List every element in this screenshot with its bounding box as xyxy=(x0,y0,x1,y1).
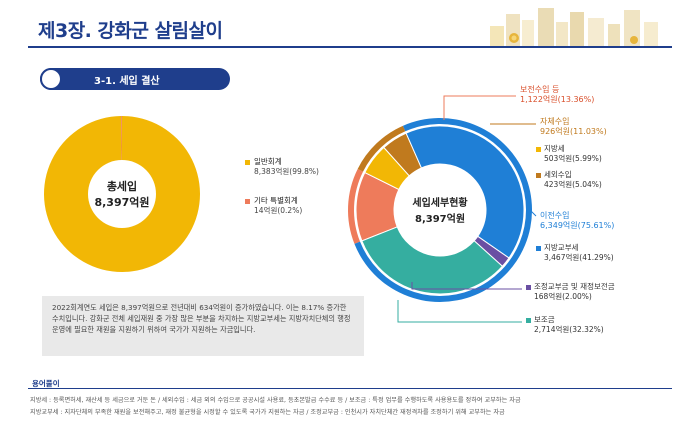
value-grant-tax: 3,467억원(41.29%) xyxy=(544,253,614,262)
legend-dot-nontax xyxy=(536,173,541,178)
title-rule xyxy=(28,46,672,48)
leader-adjust xyxy=(411,282,522,290)
pie1-center-title: 총세입 xyxy=(107,179,137,193)
donut-outer-0 xyxy=(348,168,364,244)
label-grant-tax: 지방교부세 xyxy=(544,243,579,252)
donut-center-title: 세입세부현황 xyxy=(412,196,468,209)
summary-text: 2022회계연도 세입은 8,397억원으로 전년대비 634억원이 증가하였습… xyxy=(42,296,364,356)
donut-center-value: 8,397억원 xyxy=(415,212,465,225)
legend-special-value: 14억원(0.2%) xyxy=(254,206,303,215)
pie1-center-value: 8,397억원 xyxy=(94,195,149,209)
legend-general-label: 일반회계 xyxy=(254,157,282,166)
glossary-line-1: 지방세 : 등록면허세, 재산세 등 세금으로 거둔 돈 / 세외수입 : 세금… xyxy=(30,397,521,404)
legend-dot-general xyxy=(245,160,250,165)
value-nontax: 423억원(5.04%) xyxy=(544,180,602,189)
label-adjust: 조정교부금 및 재정보전금 xyxy=(534,282,615,291)
value-transfer: 6,349억원(75.61%) xyxy=(540,221,615,230)
donut-outer-1 xyxy=(357,125,406,172)
pie1-center-hole xyxy=(88,160,156,228)
legend-dot-grant-tax xyxy=(536,246,541,251)
glossary-rule xyxy=(28,388,672,389)
leader-subsidy xyxy=(397,300,522,323)
legend-dot-adjust xyxy=(526,285,531,290)
city-skyline-illustration xyxy=(490,8,658,46)
glossary-line-2: 지방교부세 : 지자단체의 부족한 재원을 보전해주고, 재정 불균형을 시정할… xyxy=(30,409,505,416)
glossary-heading: 용어풀이 xyxy=(32,379,60,388)
legend-dot-local-tax xyxy=(536,147,541,152)
section-header-bar xyxy=(40,68,230,90)
label-bojeon: 보전수입 등 xyxy=(520,85,560,94)
legend-dot-special xyxy=(245,199,250,204)
section-title: 3-1. 세입 결산 xyxy=(94,76,160,87)
legend-special-label: 기타 특별회계 xyxy=(254,196,298,205)
legend-dot-subsidy xyxy=(526,318,531,323)
label-jache: 자체수입 xyxy=(540,117,570,126)
donut-center-hole xyxy=(395,165,485,255)
value-bojeon: 1,122억원(13.36%) xyxy=(520,95,595,104)
label-transfer: 이전수입 xyxy=(540,211,570,220)
legend-general-value: 8,383억원(99.8%) xyxy=(254,167,319,176)
label-local-tax: 지방세 xyxy=(544,144,565,153)
label-subsidy: 보조금 xyxy=(534,315,555,324)
donut-inner-5 xyxy=(361,226,504,295)
label-nontax: 세외수입 xyxy=(544,170,572,179)
value-subsidy: 2,714억원(32.32%) xyxy=(534,325,604,334)
page-title: 제3장. 강화군 살림살이 xyxy=(38,20,223,42)
leader-transfer xyxy=(529,209,537,217)
value-jache: 926억원(11.03%) xyxy=(540,127,607,136)
value-adjust: 168억원(2.00%) xyxy=(534,292,592,301)
section-header-icon xyxy=(40,68,62,90)
leader-bojeon xyxy=(443,95,516,120)
donut-inner-3 xyxy=(405,125,525,259)
value-local-tax: 503억원(5.99%) xyxy=(544,154,602,163)
